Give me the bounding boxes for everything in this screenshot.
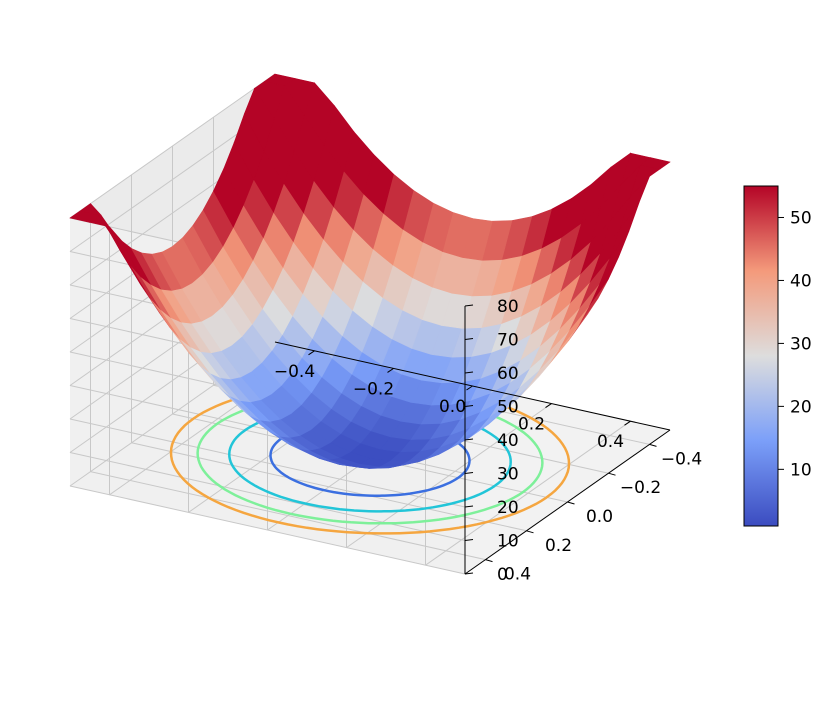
contour-line xyxy=(169,381,571,535)
z-tick-mark xyxy=(464,539,474,541)
contour-line xyxy=(196,391,544,525)
x-tick-label: 0.4 xyxy=(597,432,624,452)
z-tick-mark xyxy=(464,304,474,307)
grid-line xyxy=(425,420,631,566)
x-tick-mark xyxy=(624,420,631,426)
y-tick-mark xyxy=(485,559,493,563)
surface-patch xyxy=(264,73,296,86)
z-tick-mark xyxy=(464,438,474,441)
z-tick-mark xyxy=(464,405,474,407)
y-tick-mark xyxy=(608,472,616,476)
x-tick-mark xyxy=(308,350,315,356)
y-tick-label: −0.2 xyxy=(620,478,661,498)
z-tick-label: 30 xyxy=(497,465,519,485)
colorbar-gradient xyxy=(743,185,779,527)
colorbar-tick-label: 20 xyxy=(790,397,812,417)
z-tick-label: 20 xyxy=(497,498,519,518)
contour-line xyxy=(228,403,512,513)
z-tick-mark xyxy=(464,472,474,474)
grid-line xyxy=(69,418,466,508)
y-tick-mark xyxy=(649,443,657,447)
z-tick-label: 80 xyxy=(497,297,519,317)
y-tick-label: 0.0 xyxy=(586,507,613,527)
y-tick-mark xyxy=(567,501,575,505)
grid-line xyxy=(90,471,486,561)
x-tick-label: −0.4 xyxy=(274,362,315,382)
y-tick-label: −0.4 xyxy=(661,449,702,469)
x-tick-label: −0.2 xyxy=(353,379,394,399)
surface-mesh xyxy=(69,73,671,469)
colorbar-ticks: 10 20 30 40 50 xyxy=(778,208,812,480)
grid-line xyxy=(69,452,466,541)
tick-labels: −0.4−0.20.00.20.4−0.4−0.20.00.20.4010203… xyxy=(274,297,702,585)
x-tick-label: 0.0 xyxy=(439,397,466,417)
x-tick-mark xyxy=(387,367,394,373)
y-tick-label: 0.2 xyxy=(545,536,572,556)
z-tick-label: 10 xyxy=(497,532,519,552)
grid-line xyxy=(69,485,466,575)
z-tick-label: 0 xyxy=(497,565,508,585)
z-tick-mark xyxy=(464,338,474,340)
y-tick-mark xyxy=(526,530,534,534)
z-tick-mark xyxy=(464,572,474,575)
colorbar-tick-label: 40 xyxy=(790,271,812,291)
colorbar-tick-label: 50 xyxy=(790,208,812,228)
z-tick-label: 40 xyxy=(497,431,519,451)
z-tick-mark xyxy=(464,505,474,508)
colorbar: 10 20 30 40 50 xyxy=(743,185,812,527)
x-tick-label: 0.2 xyxy=(518,415,545,435)
colorbar-tick-label: 30 xyxy=(790,334,812,354)
z-tick-mark xyxy=(464,371,474,374)
colorbar-tick-label: 10 xyxy=(790,460,812,480)
z-tick-label: 50 xyxy=(497,398,519,418)
grid-line xyxy=(69,73,276,219)
x-tick-mark xyxy=(466,385,473,391)
z-tick-label: 60 xyxy=(497,364,519,384)
y-tick-label: 0.4 xyxy=(504,565,531,585)
z-tick-label: 70 xyxy=(497,331,519,351)
x-tick-mark xyxy=(545,403,552,409)
